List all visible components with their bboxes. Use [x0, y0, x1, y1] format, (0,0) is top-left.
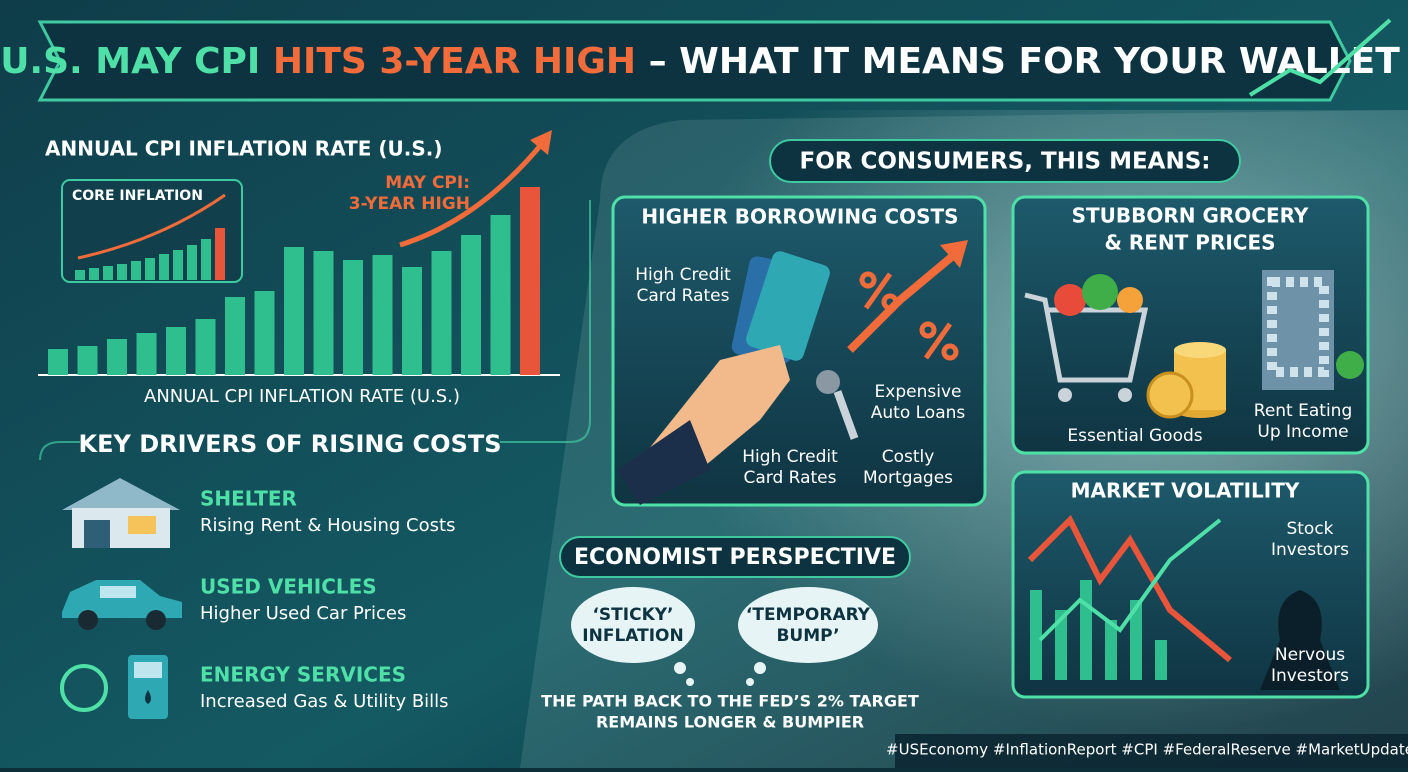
bar [431, 251, 452, 375]
bar [103, 266, 113, 280]
trend-arrow [399, 138, 547, 248]
bar [173, 250, 183, 280]
section-title: KEY DRIVERS OF RISING COSTS [78, 430, 501, 458]
bar [107, 339, 127, 375]
bar [166, 327, 186, 375]
bar [195, 319, 216, 375]
panel-label: Rent Eating [1254, 401, 1352, 421]
bar [461, 235, 481, 375]
bar [372, 255, 393, 375]
panel-title: HIGHER BORROWING COSTS [641, 205, 958, 229]
section-title: FOR CONSUMERS, THIS MEANS: [799, 149, 1210, 175]
panel-label: Essential Goods [1067, 426, 1202, 446]
arrowhead [530, 130, 552, 155]
annotation: 3-YEAR HIGH [349, 194, 470, 214]
bar [145, 258, 155, 280]
title-part: HITS 3-YEAR HIGH [273, 41, 636, 82]
driver-description: Increased Gas & Utility Bills [200, 691, 449, 712]
bar [284, 247, 304, 375]
inset-title: CORE INFLATION [72, 188, 203, 204]
title-banner [37, 20, 1352, 102]
panel-label: Expensive [875, 382, 962, 402]
bar [159, 254, 169, 280]
section-title: ECONOMIST PERSPECTIVE [574, 545, 896, 570]
panel-title: & RENT PRICES [1104, 231, 1275, 255]
conclusion: REMAINS LONGER & BUMPIER [596, 713, 864, 732]
panel-title: STUBBORN GROCERY [1072, 204, 1309, 228]
conclusion: THE PATH BACK TO THE FED’S 2% TARGET [541, 692, 919, 711]
panel-label: Card Rates [743, 468, 836, 488]
cards-icon [617, 251, 859, 505]
panel-label: Stock [1286, 519, 1333, 539]
car-icon [62, 580, 182, 630]
bar [131, 261, 141, 280]
percent-icon [859, 271, 959, 361]
bubble-text: INFLATION [582, 626, 683, 646]
driver-title: SHELTER [200, 487, 297, 511]
coins-icon [1146, 342, 1226, 419]
rate-arrow [847, 246, 963, 353]
annotation: MAY CPI: [385, 173, 470, 193]
panel-label: Up Income [1257, 422, 1348, 442]
bar [520, 187, 540, 375]
market-panel [1011, 470, 1370, 699]
panel-label: High Credit [742, 447, 838, 467]
energy-icon [60, 655, 168, 719]
panel-label: Mortgages [863, 468, 953, 488]
hashtags: #USEconomy #InflationReport #CPI #Federa… [886, 741, 1408, 759]
bar [117, 264, 127, 280]
panel-label: Costly [882, 447, 935, 467]
bar [187, 245, 197, 280]
economist-pill [559, 536, 911, 578]
bar [75, 270, 85, 280]
thought-bubbles [571, 587, 878, 686]
connector [39, 200, 591, 461]
cart-icon [1024, 274, 1149, 402]
panel-label: Auto Loans [871, 403, 966, 423]
driver-title: USED VEHICLES [200, 575, 377, 599]
bar [201, 239, 211, 280]
bar [490, 215, 511, 375]
driver-title: ENERGY SERVICES [200, 663, 406, 687]
house-icon [62, 478, 180, 548]
market-chart [1027, 514, 1340, 690]
panel-label: Investors [1271, 540, 1349, 560]
bar [136, 333, 157, 375]
x-axis-label: ANNUAL CPI INFLATION RATE (U.S.) [144, 386, 460, 407]
title-part: U.S. MAY CPI [0, 41, 260, 82]
bar [343, 260, 363, 375]
bar [402, 267, 422, 375]
bar [225, 297, 245, 375]
chart-title: ANNUAL CPI INFLATION RATE (U.S.) [45, 137, 443, 161]
consumers-pill [769, 139, 1241, 183]
panel-title: MARKET VOLATILITY [1071, 479, 1300, 503]
hashtag-bar [895, 734, 1408, 768]
bar [89, 268, 99, 280]
driver-description: Rising Rent & Housing Costs [200, 515, 455, 536]
panel-label: High Credit [635, 265, 731, 285]
bar [215, 228, 225, 280]
panel-label: Investors [1271, 666, 1349, 686]
arrowhead [940, 240, 968, 268]
bubble-text: ‘STICKY’ [592, 605, 673, 625]
bar [254, 291, 275, 375]
bubble-text: BUMP’ [776, 626, 839, 646]
panel-label: Nervous [1275, 645, 1345, 665]
title: U.S. MAY CPI HITS 3-YEAR HIGH – WHAT IT … [0, 41, 1400, 82]
deco-arrow [1248, 18, 1392, 97]
inset-arrow [77, 193, 226, 260]
bubble-text: ‘TEMPORARY [746, 605, 871, 625]
bar [77, 346, 98, 375]
bar [313, 251, 334, 375]
title-part: – WHAT IT MEANS FOR YOUR WALLET [649, 41, 1401, 82]
bar [48, 349, 68, 375]
building-icon [1262, 270, 1364, 390]
panel-label: Card Rates [636, 286, 729, 306]
driver-description: Higher Used Car Prices [200, 603, 406, 624]
